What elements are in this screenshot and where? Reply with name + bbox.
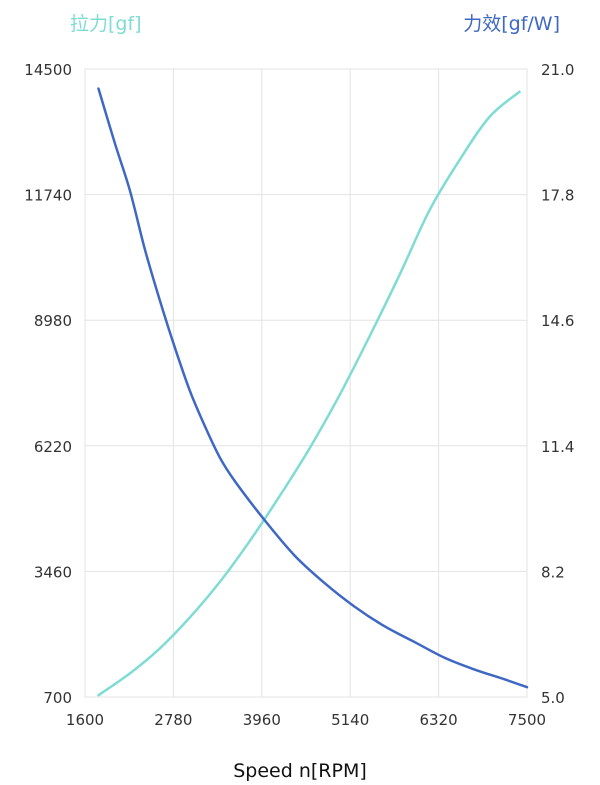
x-tick-label: 7500 bbox=[508, 711, 546, 729]
y-left-tick-label: 14500 bbox=[24, 61, 72, 79]
y-left-tick-label: 6220 bbox=[34, 438, 72, 456]
x-axis-ticks: 1600 2780 3960 5140 6320 7500 bbox=[66, 711, 546, 729]
y-left-tick-label: 700 bbox=[43, 689, 72, 707]
x-tick-label: 2780 bbox=[154, 711, 192, 729]
y-right-axis-title: 力效[gf/W] bbox=[463, 13, 560, 35]
y-right-tick-label: 11.4 bbox=[541, 438, 574, 456]
y-right-tick-label: 21.0 bbox=[541, 61, 574, 79]
y-right-tick-label: 5.0 bbox=[541, 689, 565, 707]
x-tick-label: 6320 bbox=[420, 711, 458, 729]
y-right-tick-label: 14.6 bbox=[541, 312, 574, 330]
y-left-axis-ticks: 700 3460 6220 8980 11740 14500 bbox=[24, 61, 72, 707]
y-right-tick-label: 17.8 bbox=[541, 187, 574, 205]
y-left-axis-title: 拉力[gf] bbox=[70, 13, 142, 35]
series-line-efficiency bbox=[97, 87, 529, 689]
x-tick-label: 1600 bbox=[66, 711, 104, 729]
y-right-axis-ticks: 5.0 8.2 11.4 14.6 17.8 21.0 bbox=[541, 61, 574, 707]
y-left-tick-label: 11740 bbox=[24, 187, 72, 205]
x-axis-title: Speed n[RPM] bbox=[233, 760, 367, 782]
y-right-tick-label: 8.2 bbox=[541, 563, 565, 581]
plot-border bbox=[84, 68, 528, 698]
y-left-tick-label: 3460 bbox=[34, 563, 72, 581]
x-tick-label: 5140 bbox=[331, 711, 369, 729]
series-line-thrust bbox=[97, 90, 521, 697]
series-layer bbox=[97, 87, 529, 697]
y-left-tick-label: 8980 bbox=[34, 312, 72, 330]
grid bbox=[84, 68, 528, 698]
x-tick-label: 3960 bbox=[243, 711, 281, 729]
